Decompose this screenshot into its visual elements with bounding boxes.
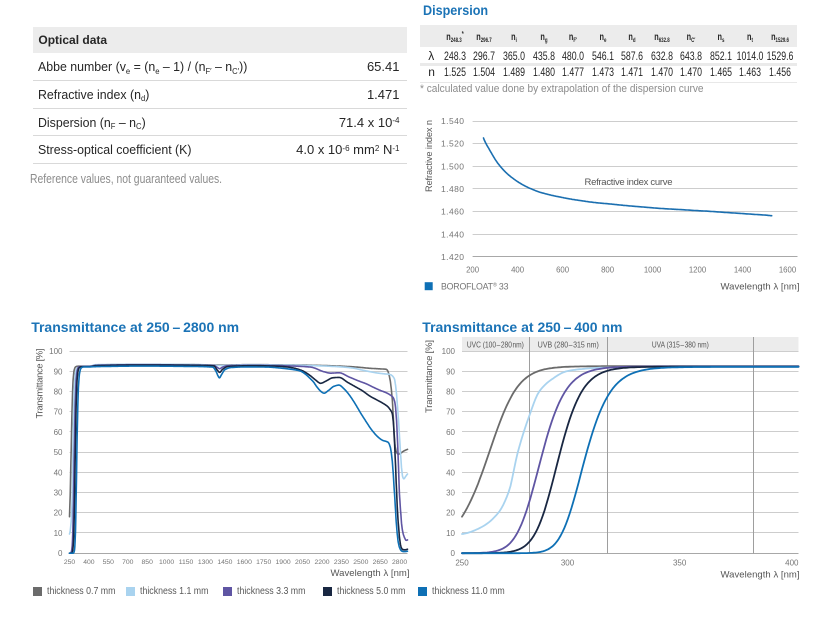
svg-text:80: 80 — [54, 388, 63, 397]
svg-text:100: 100 — [49, 347, 63, 356]
svg-text:250: 250 — [64, 559, 76, 566]
svg-text:400: 400 — [785, 558, 799, 567]
svg-text:800: 800 — [601, 266, 615, 275]
svg-text:2650: 2650 — [373, 559, 388, 566]
svg-text:1600: 1600 — [779, 266, 797, 275]
svg-text:Refractive index n: Refractive index n — [424, 120, 434, 192]
svg-text:40: 40 — [446, 468, 455, 477]
svg-text:Wavelength λ [nm]: Wavelength λ [nm] — [721, 282, 800, 293]
svg-text:1.520: 1.520 — [441, 139, 464, 149]
svg-text:200: 200 — [466, 266, 480, 275]
svg-text:2350: 2350 — [334, 559, 349, 566]
svg-text:1.540: 1.540 — [441, 116, 464, 126]
svg-text:1.500: 1.500 — [441, 161, 464, 171]
svg-text:Wavelength λ [nm]: Wavelength λ [nm] — [331, 568, 410, 579]
svg-text:1000: 1000 — [159, 559, 174, 566]
svg-text:1000: 1000 — [644, 266, 662, 275]
svg-text:80: 80 — [446, 388, 455, 397]
svg-text:1300: 1300 — [198, 559, 213, 566]
svg-text:2050: 2050 — [295, 559, 310, 566]
svg-text:UVA (315 – 380 nm): UVA (315 – 380 nm) — [652, 340, 709, 349]
svg-text:90: 90 — [54, 367, 63, 376]
svg-text:UVB (280 – 315 nm): UVB (280 – 315 nm) — [538, 340, 599, 349]
svg-text:60: 60 — [54, 428, 63, 437]
svg-text:2800: 2800 — [392, 559, 407, 566]
svg-text:400: 400 — [83, 559, 95, 566]
svg-text:BOROFLOAT® 33: BOROFLOAT® 33 — [441, 281, 509, 291]
svg-text:1.480: 1.480 — [441, 184, 464, 194]
svg-text:600: 600 — [556, 266, 570, 275]
svg-text:550: 550 — [103, 559, 115, 566]
svg-text:1150: 1150 — [179, 559, 194, 566]
svg-text:1.440: 1.440 — [441, 229, 464, 239]
svg-text:60: 60 — [446, 428, 455, 437]
svg-text:UVC (100 – 280 nm): UVC (100 – 280 nm) — [467, 340, 524, 349]
svg-text:1.460: 1.460 — [441, 207, 464, 217]
svg-text:2200: 2200 — [314, 559, 329, 566]
svg-text:40: 40 — [54, 468, 63, 477]
svg-text:Transmittance [%]: Transmittance [%] — [424, 340, 435, 413]
svg-text:50: 50 — [54, 448, 63, 457]
svg-text:50: 50 — [446, 448, 455, 457]
svg-text:Transmittance [%]: Transmittance [%] — [35, 349, 45, 419]
svg-text:1450: 1450 — [217, 559, 232, 566]
svg-text:1900: 1900 — [276, 559, 291, 566]
svg-text:70: 70 — [54, 408, 63, 417]
svg-text:30: 30 — [446, 489, 455, 498]
svg-text:20: 20 — [54, 509, 63, 518]
svg-text:400: 400 — [511, 266, 525, 275]
svg-text:10: 10 — [54, 529, 63, 538]
svg-text:1600: 1600 — [237, 559, 252, 566]
svg-text:1.420: 1.420 — [441, 252, 464, 262]
svg-text:1400: 1400 — [734, 266, 752, 275]
svg-text:700: 700 — [122, 559, 134, 566]
svg-text:Wavelength λ [nm]: Wavelength λ [nm] — [721, 570, 800, 581]
svg-text:0: 0 — [451, 549, 456, 558]
svg-text:350: 350 — [673, 558, 687, 567]
svg-text:Refractive index curve: Refractive index curve — [585, 177, 673, 188]
svg-text:10: 10 — [446, 529, 455, 538]
svg-text:30: 30 — [54, 489, 63, 498]
svg-text:300: 300 — [561, 558, 575, 567]
svg-text:1750: 1750 — [256, 559, 271, 566]
svg-text:1200: 1200 — [689, 266, 707, 275]
svg-text:100: 100 — [442, 347, 456, 356]
svg-text:20: 20 — [446, 509, 455, 518]
svg-text:70: 70 — [446, 408, 455, 417]
svg-text:2500: 2500 — [353, 559, 368, 566]
svg-text:850: 850 — [142, 559, 154, 566]
svg-text:90: 90 — [446, 367, 455, 376]
svg-text:250: 250 — [455, 558, 469, 567]
svg-text:0: 0 — [58, 549, 63, 558]
